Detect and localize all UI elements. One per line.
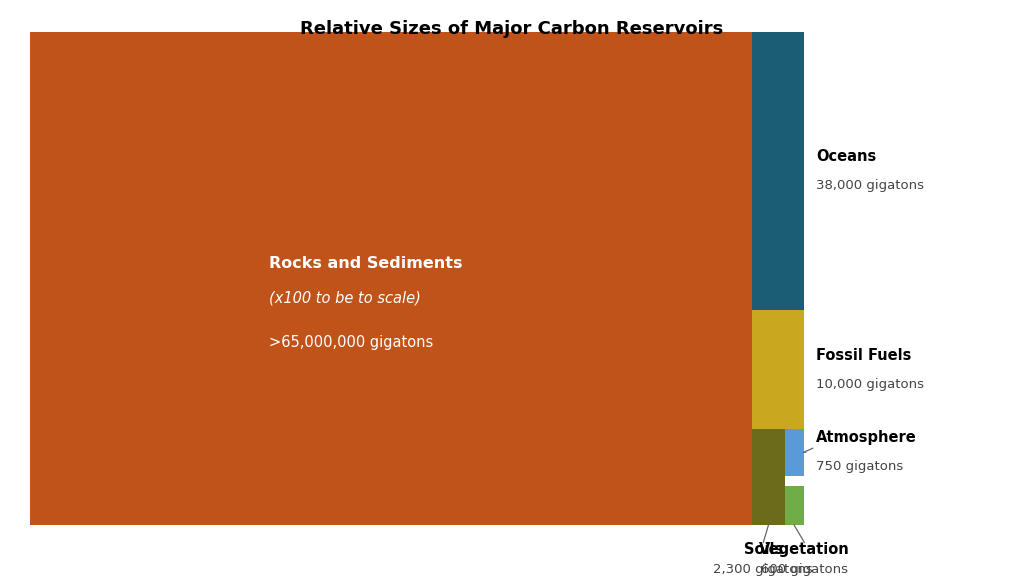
Text: Oceans: Oceans <box>816 149 877 164</box>
Text: Vegetation: Vegetation <box>759 542 850 557</box>
Text: Fossil Fuels: Fossil Fuels <box>816 348 911 363</box>
Bar <box>30 32 753 525</box>
Bar <box>753 429 784 525</box>
Bar <box>753 32 804 310</box>
Text: 2,300 gigatons: 2,300 gigatons <box>714 563 813 576</box>
Bar <box>784 429 804 475</box>
Text: 10,000 gigatons: 10,000 gigatons <box>816 377 924 391</box>
Text: Atmosphere: Atmosphere <box>816 430 916 445</box>
Text: 600 gigatons: 600 gigatons <box>761 563 848 576</box>
Text: Rocks and Sediments: Rocks and Sediments <box>269 256 463 271</box>
Bar <box>753 310 804 429</box>
Text: (x100 to be to scale): (x100 to be to scale) <box>269 291 421 306</box>
Text: 750 gigatons: 750 gigatons <box>816 460 903 473</box>
Bar <box>784 486 804 525</box>
Text: 38,000 gigatons: 38,000 gigatons <box>816 179 924 192</box>
Text: >65,000,000 gigatons: >65,000,000 gigatons <box>269 335 433 350</box>
Text: Relative Sizes of Major Carbon Reservoirs: Relative Sizes of Major Carbon Reservoir… <box>300 20 724 38</box>
Text: Soils: Soils <box>743 542 783 557</box>
